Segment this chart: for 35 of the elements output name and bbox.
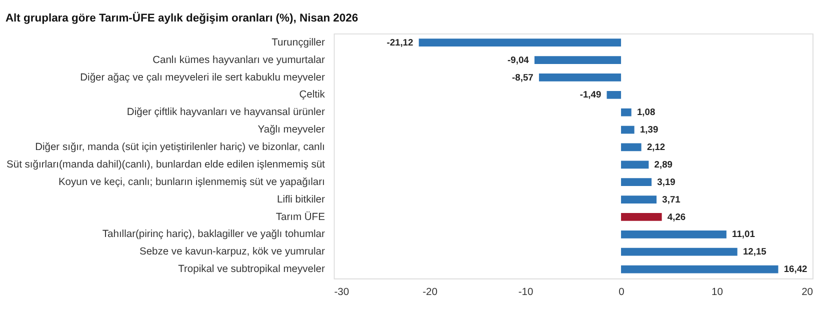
y-tick-label: Tahıllar(pirinç hariç), baklagiller ve yağlı tohumlar [102, 229, 326, 240]
y-tick-label: Turunçgiller [272, 37, 326, 48]
data-label: 2,12 [646, 142, 666, 152]
y-tick-label: Yağlı meyveler [258, 124, 326, 136]
x-tick-label: 20 [802, 286, 814, 298]
data-label: 3,71 [662, 194, 680, 204]
data-label: 11,01 [732, 229, 755, 240]
x-tick-label: -10 [518, 286, 534, 298]
y-tick-label: Tropikal ve subtropikal meyveler [178, 264, 326, 276]
y-tick-label: Canlı kümes hayvanları ve yumurtalar [152, 54, 326, 66]
data-label: 3,19 [657, 176, 676, 187]
y-tick-label: Diğer çiftlik hayvanları ve hayvansal ürünler [126, 107, 326, 118]
y-tick-label: Çeltik [299, 90, 326, 101]
x-tick-label: -30 [334, 286, 350, 298]
x-tick-label: 0 [618, 286, 625, 298]
x-tick-label: -20 [422, 286, 438, 298]
data-label: 16,42 [784, 264, 808, 274]
data-label: 1,08 [636, 107, 656, 118]
data-label: 12,15 [742, 246, 766, 257]
x-tick-label: 10 [712, 286, 724, 298]
data-label: 2,89 [654, 159, 672, 170]
data-label: -9,04 [508, 54, 530, 65]
data-label: 4,26 [667, 212, 686, 222]
text: Alt gruplara göre Tarım-ÜFE aylık değişim oranları (%), Nisan 2026 [5, 11, 358, 24]
data-label: -8,57 [512, 72, 534, 82]
y-tick-label: Süt sığırları(manda dahil)(canlı), bunlardan elde edilen işlenmemiş süt [6, 159, 326, 170]
data-label: -21,12 [386, 37, 414, 48]
y-tick-label: Koyun ve keçi, canlı; bunların işlenmemiş süt ve yapağıları [58, 176, 325, 188]
y-tick-label: Diğer sığır, manda (süt için yetiştirilenler hariç) ve bizonlar, canlı [35, 142, 325, 154]
data-label: 1,39 [640, 124, 658, 135]
y-tick-label: Tarım ÜFE [276, 210, 326, 223]
y-tick-label: Lifli bitkiler [276, 194, 326, 206]
data-label: -1,49 [580, 90, 602, 100]
y-tick-label: Diğer ağaç ve çalı meyveleri ile sert kabuklu meyveler [80, 72, 326, 84]
y-tick-label: Sebze ve kavun-karpuz, kök ve yumrular [139, 246, 326, 258]
